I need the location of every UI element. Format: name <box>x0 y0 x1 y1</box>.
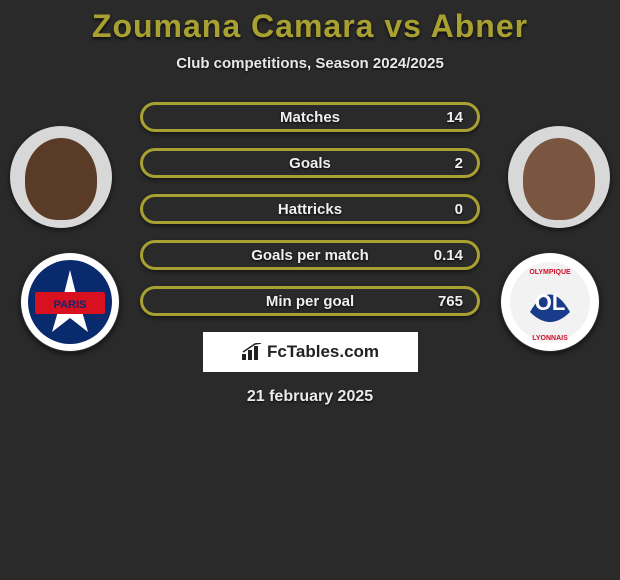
stat-value-right: 14 <box>446 109 463 126</box>
player-left-avatar <box>10 126 112 228</box>
player-right-avatar <box>508 126 610 228</box>
stat-label: Min per goal <box>266 293 354 310</box>
player-right-head <box>523 138 594 220</box>
svg-text:OLYMPIQUE: OLYMPIQUE <box>529 269 571 276</box>
brand-text: FcTables.com <box>267 342 379 362</box>
svg-text:LYONNAIS: LYONNAIS <box>532 335 568 342</box>
stat-value-right: 765 <box>438 293 463 310</box>
lyon-badge-icon: OLYMPIQUE LYONNAIS OL <box>500 252 600 352</box>
stat-value-right: 2 <box>455 155 463 172</box>
season-subtitle: Club competitions, Season 2024/2025 <box>0 55 620 72</box>
stat-value-right: 0.14 <box>434 247 463 264</box>
comparison-title: Zoumana Camara vs Abner <box>0 8 620 45</box>
stat-row: Min per goal 765 <box>140 286 480 316</box>
stat-row: Goals per match 0.14 <box>140 240 480 270</box>
stats-list: Matches 14 Goals 2 Hattricks 0 Goals per match… <box>140 102 480 316</box>
stat-value-right: 0 <box>455 201 463 218</box>
player-left-head <box>25 138 96 220</box>
stat-label: Matches <box>280 109 340 126</box>
stat-label: Goals <box>289 155 331 172</box>
chart-icon <box>241 343 263 361</box>
svg-text:PARIS: PARIS <box>54 299 87 311</box>
svg-text:OL: OL <box>535 290 566 315</box>
stat-row: Matches 14 <box>140 102 480 132</box>
stat-label: Hattricks <box>278 201 342 218</box>
date-text: 21 february 2025 <box>0 388 620 406</box>
stat-label: Goals per match <box>251 247 369 264</box>
club-badge-right: OLYMPIQUE LYONNAIS OL <box>500 252 600 352</box>
stat-row: Hattricks 0 <box>140 194 480 224</box>
club-badge-left: PARIS <box>20 252 120 352</box>
psg-badge-icon: PARIS <box>20 252 120 352</box>
brand-box[interactable]: FcTables.com <box>203 332 418 372</box>
stat-row: Goals 2 <box>140 148 480 178</box>
